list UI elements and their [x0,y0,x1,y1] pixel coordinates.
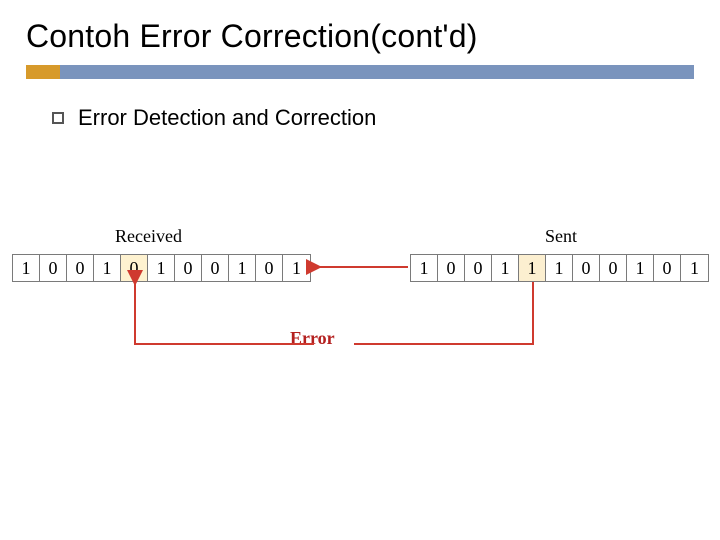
bit-cell: 1 [627,255,654,281]
bit-cell: 1 [492,255,519,281]
bit-cell: 0 [256,255,283,281]
bullet-item: Error Detection and Correction [26,105,694,131]
error-arrows [0,218,720,398]
bit-cell: 1 [13,255,40,281]
title-underline [26,65,694,79]
slide-title: Contoh Error Correction(cont'd) [26,18,694,55]
received-bits: 10010100101 [12,254,311,282]
underline-bar [26,65,694,79]
bit-cell: 1 [148,255,175,281]
bit-cell: 0 [465,255,492,281]
bit-cell: 1 [283,255,310,281]
bit-cell: 1 [519,255,546,281]
bit-cell: 1 [411,255,438,281]
bit-cell: 1 [94,255,121,281]
bullet-text: Error Detection and Correction [78,105,376,131]
underline-accent [26,65,60,79]
bit-cell: 0 [175,255,202,281]
bit-cell: 0 [438,255,465,281]
error-label: Error [290,328,335,349]
bit-cell: 0 [121,255,148,281]
bit-cell: 1 [229,255,256,281]
bit-cell: 1 [681,255,708,281]
bit-cell: 0 [654,255,681,281]
bit-cell: 0 [202,255,229,281]
bit-cell: 0 [600,255,627,281]
bit-cell: 0 [67,255,94,281]
bit-cell: 0 [573,255,600,281]
label-sent: Sent [545,226,577,247]
bit-cell: 0 [40,255,67,281]
sent-bits: 10011100101 [410,254,709,282]
square-bullet-icon [52,112,64,124]
bit-cell: 1 [546,255,573,281]
label-received: Received [115,226,182,247]
